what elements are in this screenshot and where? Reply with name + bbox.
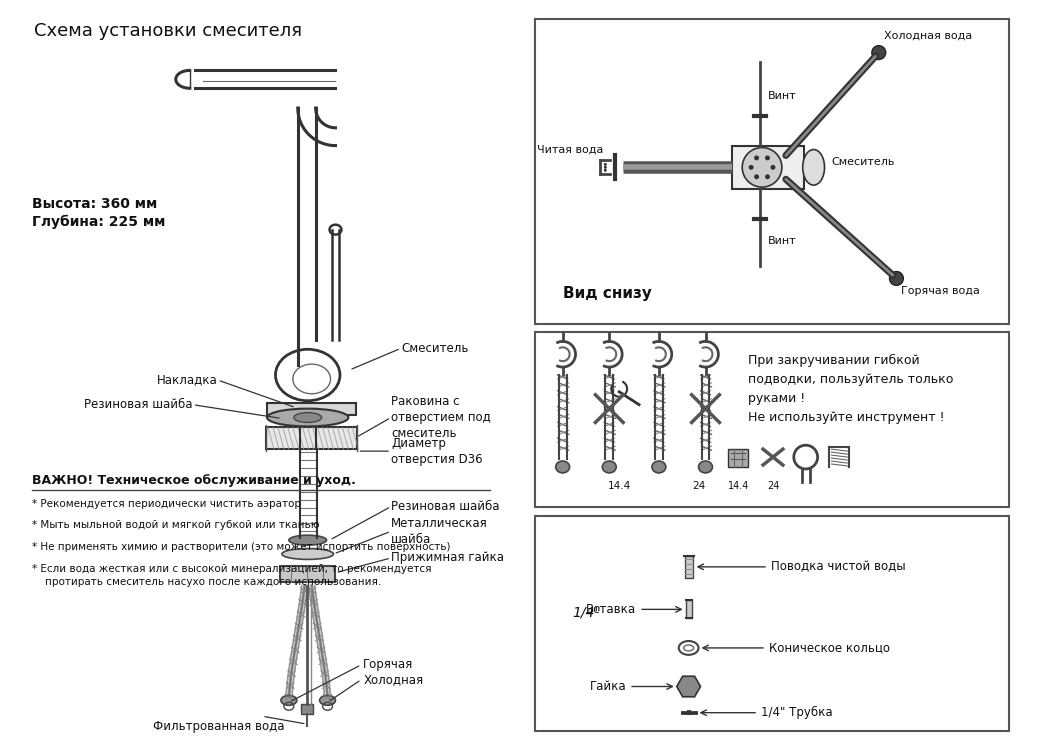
Text: Горячая вода: Горячая вода — [902, 286, 981, 296]
Bar — [728, 449, 748, 467]
Bar — [732, 146, 804, 189]
Text: Коническое кольцо: Коническое кольцо — [769, 641, 890, 655]
Bar — [280, 566, 336, 582]
Ellipse shape — [282, 548, 334, 560]
Bar — [684, 556, 693, 578]
Ellipse shape — [699, 461, 712, 473]
Circle shape — [604, 166, 606, 169]
Circle shape — [771, 165, 776, 170]
Text: ВАЖНО! Техническое обслуживание и уход.: ВАЖНО! Техническое обслуживание и уход. — [32, 474, 356, 487]
Bar — [685, 601, 692, 618]
Ellipse shape — [803, 149, 825, 185]
Text: Металлическая
шайба: Металлическая шайба — [391, 517, 488, 546]
Bar — [267, 403, 357, 415]
Bar — [535, 19, 1009, 323]
Text: 14.4: 14.4 — [607, 481, 631, 490]
Text: Резиновая шайба: Резиновая шайба — [84, 398, 192, 411]
Text: * Не применять химию и растворители (это может испортить поверхность): * Не применять химию и растворители (это… — [32, 542, 450, 552]
Circle shape — [765, 174, 770, 179]
Text: Вставка: Вставка — [586, 603, 636, 616]
Text: * Мыть мыльной водой и мягкой губкой или тканью: * Мыть мыльной водой и мягкой губкой или… — [32, 520, 319, 530]
Text: Высота: 360 мм: Высота: 360 мм — [32, 197, 157, 211]
Circle shape — [743, 148, 782, 187]
Text: 1/4" Трубка: 1/4" Трубка — [761, 706, 833, 719]
Ellipse shape — [319, 695, 336, 705]
Circle shape — [889, 272, 904, 286]
Text: Поводка чистой воды: Поводка чистой воды — [771, 560, 906, 573]
Text: Горячая: Горячая — [363, 658, 414, 671]
Text: * Если вода жесткая или с высокой минерализацией, то рекомендуется
    протирать: * Если вода жесткая или с высокой минера… — [32, 564, 432, 587]
Text: 24: 24 — [766, 481, 779, 490]
Text: Глубина: 225 мм: Глубина: 225 мм — [32, 214, 165, 229]
Ellipse shape — [602, 461, 617, 473]
Text: Фильтрованная вода: Фильтрованная вода — [153, 719, 285, 733]
Text: Вид снизу: Вид снизу — [563, 286, 651, 302]
Ellipse shape — [555, 461, 570, 473]
Text: Холодная: Холодная — [363, 673, 423, 686]
Circle shape — [604, 169, 606, 172]
Text: * Рекомендуется периодически чистить аэратор: * Рекомендуется периодически чистить аэр… — [32, 499, 301, 508]
Text: Раковина с
отверстием под
смеситель: Раковина с отверстием под смеситель — [391, 395, 491, 440]
Text: Винт: Винт — [768, 236, 797, 245]
Ellipse shape — [289, 536, 327, 545]
Text: Прижимная гайка: Прижимная гайка — [391, 551, 504, 565]
Ellipse shape — [267, 409, 348, 427]
Text: Винт: Винт — [768, 92, 797, 101]
Text: 24: 24 — [692, 481, 705, 490]
Text: При закручивании гибкой
подводки, пользуйтель только
руками !
Не используйте инс: При закручивании гибкой подводки, пользу… — [748, 354, 954, 424]
Circle shape — [872, 46, 886, 59]
Circle shape — [754, 155, 759, 160]
Ellipse shape — [294, 413, 321, 422]
Text: Смеситель: Смеситель — [832, 158, 894, 167]
Bar — [535, 517, 1009, 731]
Text: Холодная вода: Холодная вода — [884, 31, 972, 40]
Text: Накладка: Накладка — [157, 374, 217, 386]
Text: Гайка: Гайка — [590, 680, 626, 693]
Text: Читая вода: Читая вода — [537, 145, 603, 154]
Text: 14.4: 14.4 — [728, 481, 749, 490]
Text: Схема установки смесителя: Схема установки смесителя — [34, 22, 302, 40]
Circle shape — [749, 165, 754, 170]
Ellipse shape — [652, 461, 666, 473]
Text: Смеситель: Смеситель — [401, 342, 468, 355]
Polygon shape — [677, 676, 701, 697]
Ellipse shape — [281, 695, 296, 705]
Circle shape — [765, 155, 770, 160]
Bar — [266, 427, 358, 449]
Circle shape — [754, 174, 759, 179]
Circle shape — [604, 163, 606, 166]
Text: 1/4": 1/4" — [573, 606, 601, 620]
Text: Диаметр
отверстия D36: Диаметр отверстия D36 — [391, 436, 483, 466]
Bar — [535, 332, 1009, 506]
Bar — [301, 704, 313, 714]
Text: Резиновая шайба: Резиновая шайба — [391, 500, 499, 513]
